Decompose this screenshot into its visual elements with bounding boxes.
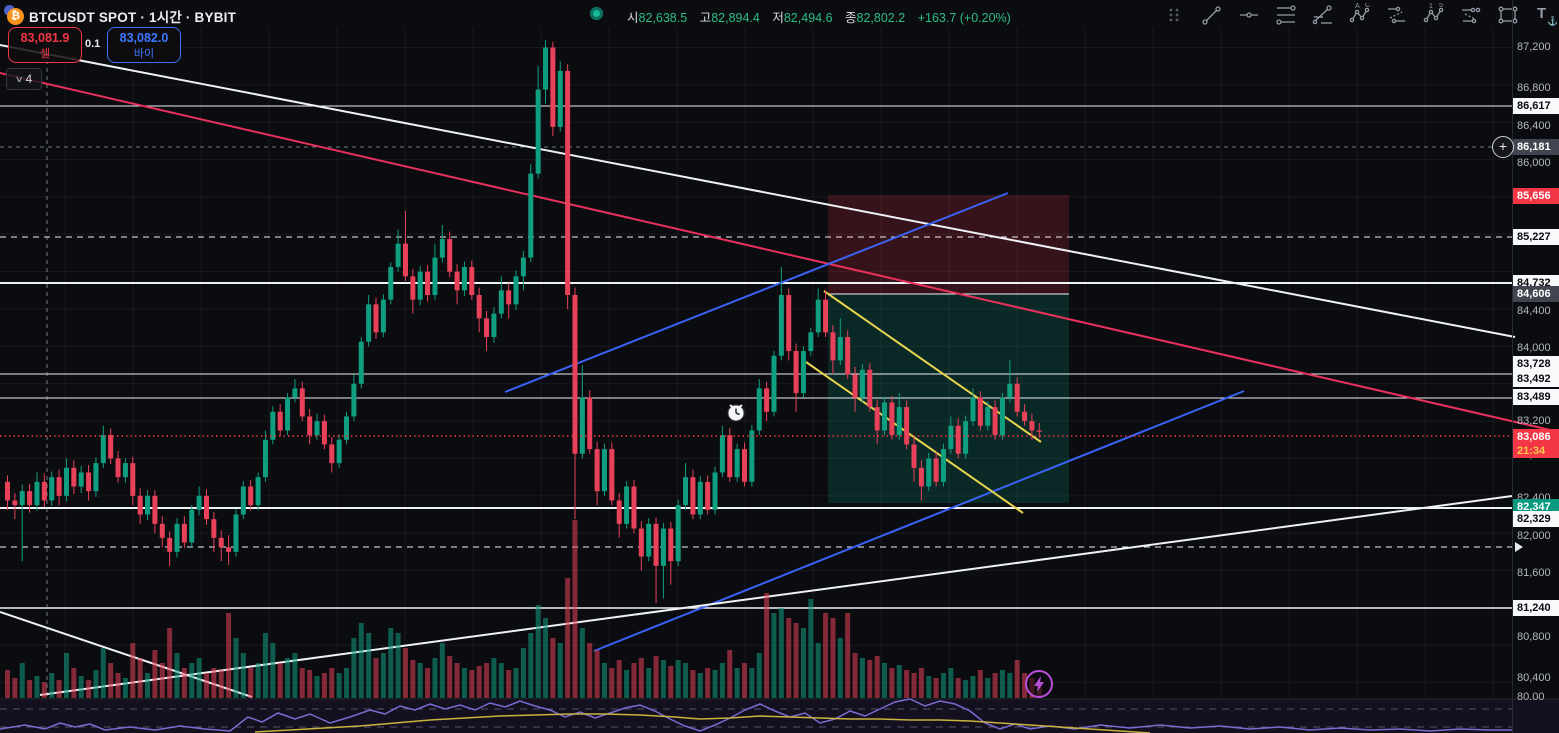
drawings-count: 4 [25, 72, 33, 86]
disjoint-channel-icon[interactable] [1382, 1, 1412, 29]
price-axis-label: 86,000 [1517, 157, 1551, 169]
price-axis-badge[interactable]: 83,086 21:34 [1513, 429, 1559, 458]
countdown-timer: 21:34 [1517, 445, 1546, 457]
sell-label: 셀 [39, 48, 51, 60]
candlestick-series [5, 40, 1042, 604]
trend-line-icon[interactable] [1197, 1, 1227, 29]
price-axis-label: 80.00 [1517, 691, 1545, 703]
white-descending-short[interactable] [0, 611, 253, 698]
price-axis-badge[interactable]: 81,240 [1513, 600, 1559, 616]
buy-price: 83,082.0 [119, 31, 169, 45]
symbol-title[interactable]: BTCUSDT SPOT · 1시간 · BYBIT [29, 10, 237, 25]
price-axis-badge[interactable]: 85,227 [1513, 229, 1559, 245]
market-status-icon [590, 7, 603, 20]
price-axis-badge[interactable]: 86,181 [1513, 139, 1559, 155]
horizontal-level-lines[interactable] [0, 105, 1512, 609]
price-axis[interactable]: 87,200 86,800 86,617 86,400 86,181 86,000 85,6… [1512, 0, 1559, 733]
open-label: 시 [627, 11, 639, 25]
price-axis-label: 82,000 [1517, 530, 1551, 542]
price-axis-label: 81,600 [1517, 567, 1551, 579]
rectangle-icon[interactable] [1493, 1, 1523, 29]
price-axis-label: 87,200 [1517, 41, 1551, 53]
volume-series [5, 520, 1042, 698]
close-label: 종 [845, 11, 857, 25]
price-axis-label: 80,800 [1517, 631, 1551, 643]
drawing-toolbar: A C 1 5 T ⚓ [1160, 0, 1559, 30]
change-value: +163.7 (+0.20%) [917, 11, 1011, 25]
price-axis-label: 80,400 [1517, 672, 1551, 684]
svg-text:A: A [1355, 3, 1360, 10]
oscillator-purple-line [0, 698, 1512, 732]
plus-circle-icon[interactable]: + [1492, 136, 1514, 158]
buy-label: 바이 [133, 48, 155, 60]
fib-retracement-icon[interactable] [1271, 1, 1301, 29]
open-value: 82,638.5 [638, 11, 688, 25]
blue-ascending-upper[interactable] [504, 192, 1009, 393]
high-label: 고 [699, 11, 712, 25]
svg-text:C: C [1365, 3, 1370, 9]
price-axis-badge[interactable]: 85,656 [1513, 188, 1559, 204]
price-axis-label: 86,400 [1517, 120, 1551, 132]
close-value: 82,802.2 [856, 11, 906, 25]
low-value: 82,494.6 [783, 11, 833, 25]
white-descending-trendline[interactable] [0, 44, 1516, 338]
blue-ascending-lower[interactable] [593, 390, 1245, 652]
pitchfork-icon[interactable] [1308, 1, 1338, 29]
svg-text:1: 1 [1429, 3, 1433, 10]
price-axis-badge[interactable]: 86,617 [1513, 98, 1559, 114]
pair-logo-icon: ₿ [4, 5, 24, 25]
sell-button[interactable]: 83,081.9 셀 [8, 27, 82, 63]
svg-text:T: T [1537, 5, 1546, 22]
crosshair [0, 28, 1512, 733]
drag-handle-icon[interactable] [1160, 1, 1190, 29]
svg-text:⚓: ⚓ [1547, 15, 1557, 26]
oscillator-pane [0, 698, 1559, 733]
spread-value: 0.1 [85, 38, 101, 50]
price-axis-badge[interactable]: 84,606 [1513, 286, 1559, 302]
ohlc-readout: 시82,638.5 고82,894.4 저82,494.6 종82,802.2 … [627, 7, 1011, 26]
price-axis-badge[interactable]: 83,728 [1513, 356, 1559, 372]
axis-arrow-icon [1515, 542, 1523, 552]
oscillator-yellow-line [254, 713, 1151, 733]
pink-descending-trendline[interactable] [0, 72, 1559, 433]
price-axis-label: 84,000 [1517, 342, 1551, 354]
drawings-count-chip[interactable]: ∨ 4 [6, 68, 42, 90]
short-position-tool[interactable] [828, 195, 1069, 503]
high-value: 82,894.4 [711, 11, 760, 25]
anchored-text-icon[interactable]: T ⚓ [1530, 1, 1559, 29]
price-axis-label: 83,200 [1517, 415, 1551, 427]
flat-channel-icon[interactable] [1456, 1, 1486, 29]
price-axis-label: 86,800 [1517, 82, 1551, 94]
price-axis-badge[interactable]: 83,492 [1513, 371, 1559, 387]
alert-clock-icon[interactable] [727, 404, 745, 422]
lightning-icon[interactable] [1025, 670, 1053, 698]
chevron-down-icon: ∨ [14, 73, 24, 84]
price-axis-badge[interactable]: 82,329 [1513, 511, 1559, 527]
svg-text:5: 5 [1439, 3, 1443, 9]
horizontal-line-icon[interactable] [1234, 1, 1264, 29]
price-axis-badge[interactable]: 83,489 [1513, 389, 1559, 405]
buy-button[interactable]: 83,082.0 바이 [107, 27, 181, 63]
price-axis-label: 84,400 [1517, 305, 1551, 317]
btc-coin-icon: ₿ [7, 8, 24, 25]
low-label: 저 [772, 11, 784, 25]
sell-price: 83,081.9 [20, 31, 70, 45]
